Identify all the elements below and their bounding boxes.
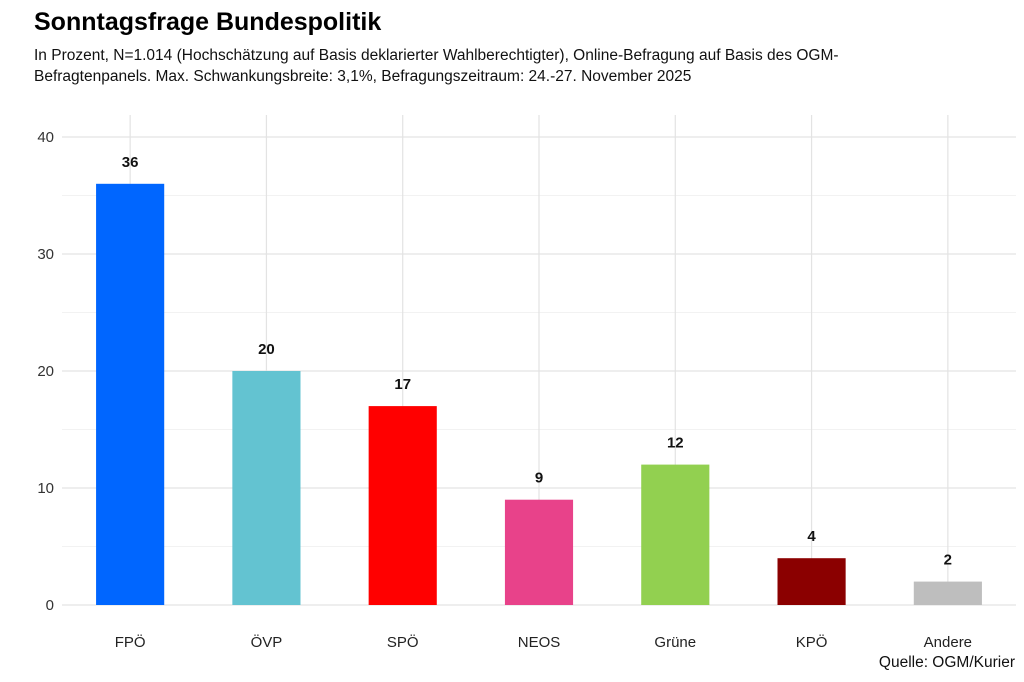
y-tick-label: 20 xyxy=(37,363,54,380)
data-label: 9 xyxy=(535,470,543,487)
bar-SPÖ xyxy=(368,406,437,605)
x-tick-label: Grüne xyxy=(654,634,696,651)
data-label: 2 xyxy=(944,552,952,569)
x-tick-label: ÖVP xyxy=(251,633,283,651)
data-label: 12 xyxy=(667,435,684,452)
x-tick-label: Andere xyxy=(924,634,972,651)
y-tick-label: 0 xyxy=(46,597,54,614)
x-tick-label: NEOS xyxy=(518,634,561,651)
chart-subtitle: In Prozent, N=1.014 (Hochschätzung auf B… xyxy=(34,47,839,85)
y-tick-label: 30 xyxy=(37,246,54,263)
bar-NEOS xyxy=(504,499,574,605)
bar-FPÖ xyxy=(96,183,165,606)
data-label: 20 xyxy=(258,341,275,358)
data-label: 17 xyxy=(394,376,411,393)
data-label: 4 xyxy=(807,528,816,545)
data-label: 36 xyxy=(122,154,139,171)
chart-caption: Quelle: OGM/Kurier xyxy=(878,654,1015,671)
chart-title: Sonntagsfrage Bundespolitik xyxy=(34,8,382,36)
x-tick-label: KPÖ xyxy=(796,633,828,651)
bar-KPÖ xyxy=(777,558,846,605)
x-tick-label: FPÖ xyxy=(115,633,146,651)
bar-Grüne xyxy=(641,464,710,605)
bar-Andere xyxy=(913,581,982,605)
x-tick-label: SPÖ xyxy=(387,633,419,651)
y-tick-label: 40 xyxy=(37,129,54,146)
bar-ÖVP xyxy=(232,371,301,605)
y-tick-label: 10 xyxy=(37,480,54,497)
